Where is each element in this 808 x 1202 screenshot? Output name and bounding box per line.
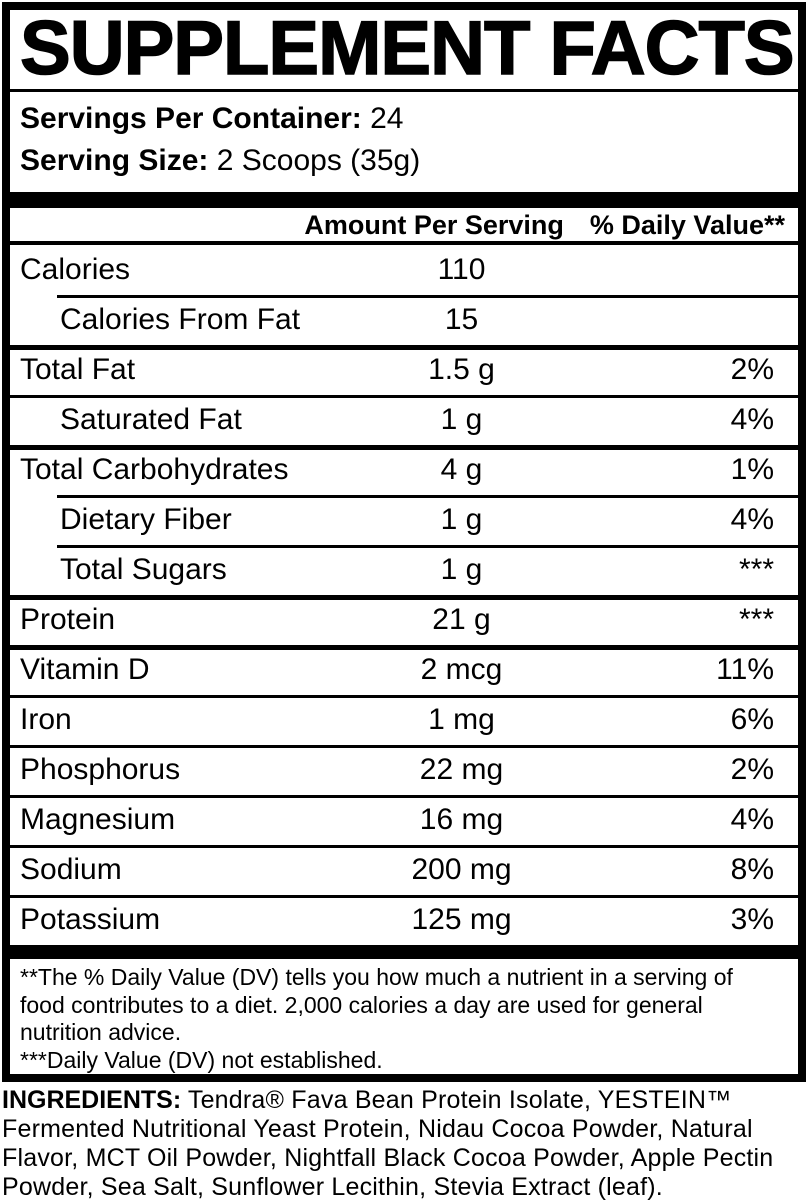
ingredients-section: INGREDIENTS: Tendra® Fava Bean Protein I…: [0, 1086, 808, 1202]
nutrient-dv: 4%: [730, 403, 774, 437]
nutrient-dv: 1%: [730, 453, 774, 487]
nutrient-row-saturated-fat: Saturated Fat 1 g 4%: [10, 395, 798, 445]
servings-per-container-value: 24: [361, 102, 404, 135]
nutrient-name: Dietary Fiber: [60, 503, 232, 537]
title-divider: [10, 89, 798, 92]
nutrient-row-total-fat: Total Fat 1.5 g 2%: [10, 345, 798, 395]
nutrient-row-dietary-fiber: Dietary Fiber 1 g 4%: [10, 495, 798, 545]
dv-column-header: % Daily Value**: [589, 210, 785, 241]
nutrient-name: Iron: [20, 703, 72, 737]
header-separator-bar: [10, 192, 798, 209]
serving-info: Servings Per Container: 24 Serving Size:…: [10, 92, 798, 192]
ingredients-text: Tendra® Fava Bean Protein Isolate, YESTE…: [2, 1086, 774, 1201]
nutrient-name: Saturated Fat: [60, 403, 242, 437]
footnote-not-established: ***Daily Value (DV) not established.: [20, 1046, 383, 1073]
nutrient-row-phosphorus: Phosphorus 22 mg 2%: [10, 745, 798, 795]
nutrient-dv: 2%: [730, 753, 774, 787]
nutrient-row-calories-from-fat: Calories From Fat 15: [10, 295, 798, 345]
nutrient-amount: 4 g: [440, 453, 483, 487]
nutrient-dv: ***: [738, 553, 774, 587]
nutrient-row-magnesium: Magnesium 16 mg 4%: [10, 795, 798, 845]
supplement-facts-panel: SUPPLEMENT FACTS Servings Per Container:…: [2, 2, 806, 1082]
nutrient-amount: 1 mg: [428, 703, 495, 737]
servings-per-container: Servings Per Container: 24: [20, 98, 788, 140]
nutrient-amount: 110: [437, 253, 486, 287]
ingredients-label: INGREDIENTS:: [2, 1086, 182, 1114]
nutrient-table: Calories 110 Calories From Fat 15 Total …: [10, 245, 798, 945]
nutrient-amount: 1 g: [440, 403, 483, 437]
nutrient-amount: 2 mcg: [420, 653, 503, 687]
nutrient-name: Magnesium: [20, 803, 176, 837]
nutrient-dv: 6%: [730, 703, 774, 737]
servings-per-container-label: Servings Per Container:: [20, 102, 362, 135]
nutrient-row-total-carbohydrates: Total Carbohydrates 4 g 1%: [10, 445, 798, 495]
amount-column-header: Amount Per Serving: [304, 210, 564, 241]
nutrient-dv: ***: [738, 603, 774, 637]
column-header-row: Amount Per Serving % Daily Value**: [10, 208, 798, 246]
nutrient-amount: 22 mg: [419, 753, 504, 787]
footnote-separator-bar: [10, 945, 798, 959]
nutrient-row-protein: Protein 21 g ***: [10, 595, 798, 645]
nutrient-dv: 4%: [730, 503, 774, 537]
nutrient-amount: 200 mg: [411, 853, 512, 887]
nutrient-amount: 1 g: [440, 553, 483, 587]
nutrient-name: Phosphorus: [20, 753, 181, 787]
nutrient-name: Total Sugars: [60, 553, 227, 587]
nutrient-row-sodium: Sodium 200 mg 8%: [10, 845, 798, 895]
serving-size: Serving Size: 2 Scoops (35g): [20, 140, 788, 182]
nutrient-name: Calories From Fat: [60, 303, 301, 337]
nutrient-amount: 16 mg: [419, 803, 504, 837]
facts-title: SUPPLEMENT FACTS: [19, 6, 795, 91]
nutrient-dv: 2%: [730, 353, 774, 387]
serving-size-value: 2 Scoops (35g): [208, 144, 421, 177]
nutrient-name: Protein: [20, 603, 116, 637]
nutrient-row-calories: Calories 110: [10, 245, 798, 295]
nutrient-amount: 15: [444, 303, 479, 337]
nutrient-dv: 11%: [716, 653, 774, 687]
nutrient-amount: 21 g: [432, 603, 491, 637]
nutrient-name: Total Carbohydrates: [20, 453, 289, 487]
nutrient-row-vitamin-d: Vitamin D 2 mcg 11%: [10, 645, 798, 695]
nutrient-name: Vitamin D: [20, 653, 150, 687]
serving-size-label: Serving Size:: [20, 144, 209, 177]
nutrient-row-total-sugars: Total Sugars 1 g ***: [10, 545, 798, 595]
nutrient-amount: 1.5 g: [428, 353, 495, 387]
nutrient-amount: 125 mg: [411, 903, 512, 937]
nutrient-dv: 4%: [730, 803, 774, 837]
footnote-daily-value: **The % Daily Value (DV) tells you how m…: [20, 964, 733, 1045]
nutrient-amount: 1 g: [440, 503, 483, 537]
nutrient-dv: 8%: [730, 853, 774, 887]
nutrient-name: Calories: [20, 253, 131, 287]
nutrient-row-iron: Iron 1 mg 6%: [10, 695, 798, 745]
nutrient-name: Potassium: [20, 903, 161, 937]
nutrient-dv: 3%: [730, 903, 774, 937]
nutrient-name: Sodium: [20, 853, 122, 887]
nutrient-name: Total Fat: [20, 353, 136, 387]
nutrient-row-potassium: Potassium 125 mg 3%: [10, 895, 798, 945]
footnote-section: **The % Daily Value (DV) tells you how m…: [10, 959, 798, 1074]
